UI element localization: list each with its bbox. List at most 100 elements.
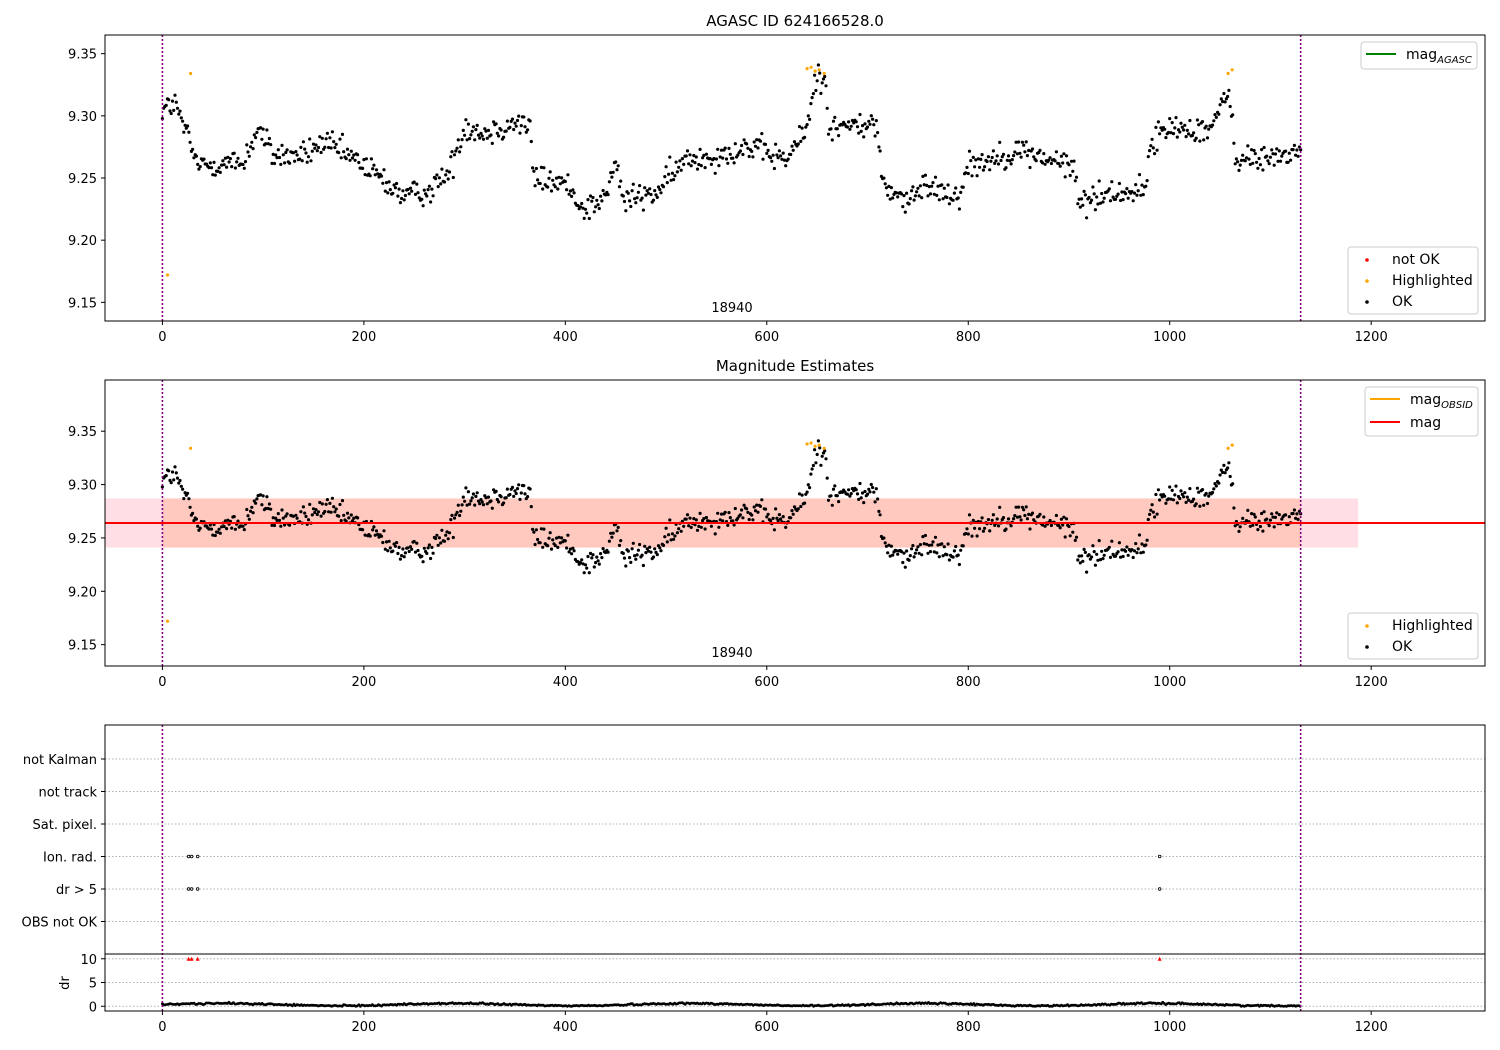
ok-point — [668, 155, 672, 159]
top-ytick-label: 9.25 — [68, 172, 97, 187]
ok-point — [197, 167, 201, 171]
ok-point — [1027, 512, 1031, 517]
ok-point — [931, 181, 935, 185]
ok-point — [736, 153, 740, 157]
ok-point — [476, 133, 481, 137]
bottom-plot-frame — [104, 724, 1486, 1012]
ok-point — [1295, 148, 1299, 152]
ok-point — [1087, 195, 1091, 200]
ok-point — [651, 198, 656, 202]
ok-point — [1134, 183, 1138, 187]
ok-point — [251, 147, 255, 151]
ok-point — [391, 191, 395, 195]
ok-point — [871, 117, 875, 121]
ok-point — [1024, 140, 1028, 144]
ok-point — [659, 191, 663, 195]
ok-point — [1100, 191, 1104, 196]
ok-point — [687, 162, 691, 166]
ok-point — [1265, 517, 1269, 521]
ok-point — [1054, 150, 1058, 154]
ok-point — [495, 131, 499, 135]
ok-point — [327, 510, 331, 514]
ok-point — [230, 165, 234, 169]
ok-point — [484, 129, 488, 133]
ok-point — [967, 513, 972, 517]
ok-point — [925, 542, 929, 546]
ok-point — [381, 181, 385, 185]
ok-point — [1048, 156, 1052, 160]
ok-point — [415, 182, 419, 186]
ok-point — [721, 519, 725, 523]
ok-point — [1174, 116, 1178, 120]
flag-point — [1157, 887, 1162, 891]
ok-point — [230, 526, 234, 530]
top-panel-title: AGASC ID 624166528.0 — [706, 12, 884, 30]
ok-point — [634, 201, 638, 205]
ok-point — [703, 527, 707, 531]
ok-point — [636, 190, 641, 194]
ok-point — [1013, 514, 1017, 518]
ok-point — [927, 543, 931, 547]
ok-point — [1294, 153, 1298, 157]
ok-point — [439, 541, 443, 545]
ok-point — [430, 187, 434, 191]
ok-point — [1049, 161, 1053, 166]
ok-point — [316, 145, 321, 150]
ok-point — [164, 474, 168, 478]
ok-point — [295, 516, 299, 520]
ok-point — [1195, 118, 1199, 122]
ok-point — [410, 547, 414, 551]
ok-point — [1239, 158, 1244, 162]
ok-point — [886, 193, 890, 197]
ok-point — [208, 161, 212, 165]
ok-point — [1004, 527, 1008, 531]
ok-point — [1013, 150, 1017, 154]
ok-point — [791, 512, 795, 516]
ok-point — [952, 549, 957, 553]
ok-point — [1244, 156, 1249, 160]
ok-point — [519, 124, 523, 128]
ok-point — [170, 99, 175, 103]
ok-point — [1015, 152, 1020, 156]
ok-point — [271, 152, 275, 156]
ok-point — [888, 554, 892, 558]
ok-point — [1156, 488, 1160, 492]
top-ytick-label: 9.20 — [68, 234, 97, 249]
ok-point — [595, 555, 599, 559]
ok-point — [347, 516, 351, 520]
ok-point — [198, 526, 202, 530]
ok-point — [1136, 189, 1140, 193]
ok-point — [416, 191, 420, 195]
ok-point — [1114, 554, 1118, 558]
legend-mag-obsid: magOBSID — [1410, 392, 1473, 411]
ok-point — [698, 511, 702, 515]
ok-point — [638, 542, 642, 547]
ok-point — [932, 550, 936, 554]
ok-point — [393, 186, 397, 190]
ok-point — [1058, 526, 1062, 530]
ok-point — [505, 487, 509, 491]
ok-point — [1260, 511, 1264, 516]
ok-point — [533, 184, 537, 188]
top-xtick-label: 800 — [956, 330, 981, 345]
ok-point — [468, 137, 472, 141]
ok-point — [922, 542, 926, 546]
ok-point — [179, 116, 183, 120]
ok-point — [1173, 493, 1177, 497]
ok-point — [398, 201, 402, 205]
ok-point — [222, 524, 226, 529]
ok-point — [395, 541, 399, 545]
ok-point — [243, 160, 248, 164]
ok-point — [408, 186, 413, 190]
ok-point — [1024, 505, 1028, 509]
ok-point — [1265, 154, 1269, 158]
ok-point — [308, 137, 312, 141]
ok-point — [249, 509, 253, 513]
ok-point — [1291, 148, 1295, 152]
ok-point — [643, 186, 647, 190]
ok-point — [966, 532, 970, 536]
ok-point — [406, 187, 410, 192]
ok-point — [182, 497, 186, 501]
ok-point — [1164, 136, 1168, 140]
